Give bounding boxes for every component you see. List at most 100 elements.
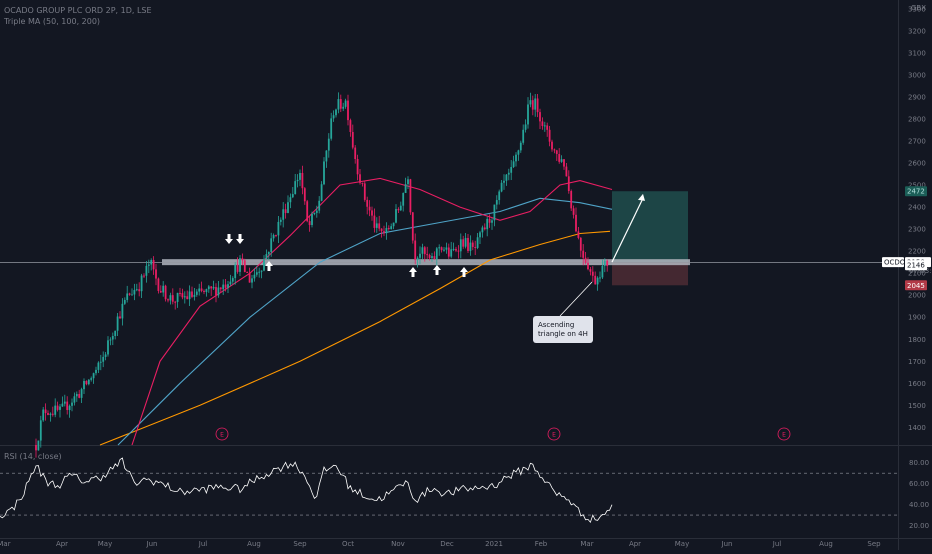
candle-body [536, 98, 539, 113]
up-arrow-icon [265, 261, 273, 271]
projection-line [611, 198, 644, 263]
ma100-line [117, 197, 613, 446]
candle-body [51, 413, 54, 415]
candle-body [375, 223, 378, 228]
candle-body [131, 294, 133, 296]
candle-body [373, 215, 376, 228]
rsi-tick-label: 20.00 [909, 522, 929, 530]
callout-pointer [559, 281, 593, 317]
candle-body [498, 191, 501, 201]
candle-body [488, 218, 491, 223]
time-tick-label: Oct [342, 540, 354, 548]
candle-body [323, 161, 325, 185]
candle-body [169, 295, 172, 301]
candle-body [260, 270, 263, 272]
target-price-label-bg [905, 186, 927, 197]
candle-body [284, 209, 287, 213]
candle-body [123, 299, 126, 304]
candle-body [311, 214, 313, 225]
candle-body [155, 269, 157, 279]
candle-body [407, 179, 409, 185]
price-tick-label: 2200 [908, 248, 926, 256]
candle-body [140, 275, 143, 292]
candle-body [385, 228, 388, 234]
candle-body [534, 98, 537, 110]
time-tick-label: 2021 [485, 540, 503, 548]
candle-body [107, 340, 109, 355]
indicator-label[interactable]: Triple MA (50, 100, 200) [4, 17, 101, 26]
earnings-marker-label: E [782, 432, 786, 439]
symbol-title[interactable]: OCADO GROUP PLC ORD 2P, 1D, LSE [4, 6, 152, 15]
candle-body [145, 265, 148, 276]
candle-body [522, 129, 525, 143]
symbol-tag: OCDO [884, 259, 906, 267]
candle-body [428, 254, 431, 258]
candle-body [111, 336, 114, 340]
symbol-tag-bg [882, 257, 904, 268]
candle-body [450, 249, 453, 257]
candle-body [47, 413, 49, 415]
price-tick-label: 3100 [908, 49, 926, 57]
price-tick-label: 2800 [908, 115, 926, 123]
candle-body [68, 405, 71, 411]
ma200-line [99, 230, 611, 446]
earnings-marker-label: E [552, 432, 556, 439]
candle-body [327, 138, 330, 151]
candle-body [368, 206, 371, 211]
candle-body [510, 167, 513, 173]
candle-body [462, 239, 465, 247]
candle-body [49, 413, 52, 415]
candle-body [445, 247, 448, 250]
candle-body [423, 247, 426, 255]
price-tick-label: 3000 [908, 71, 926, 79]
candle-body [188, 291, 191, 300]
candle-body [347, 100, 349, 121]
projection-arrow-icon [638, 193, 645, 201]
candle-body [390, 226, 393, 230]
candle-body [265, 254, 268, 260]
candle-body [207, 286, 210, 290]
candle-body [289, 197, 292, 203]
up-arrow-icon [433, 265, 441, 275]
candle-body [291, 194, 294, 198]
candle-body [87, 379, 90, 385]
up-arrow-icon [460, 267, 468, 277]
candle-body [150, 260, 153, 265]
down-arrow-icon [236, 234, 244, 244]
candle-body [66, 401, 69, 411]
candle-body [493, 204, 496, 221]
candle-body [85, 380, 88, 385]
support-zone [162, 259, 690, 266]
countdown-label: 07:03:0 [909, 267, 932, 275]
candle-body [195, 291, 198, 295]
candle-body [512, 161, 515, 168]
candle-body [99, 361, 102, 363]
time-tick-label: May [98, 540, 112, 548]
candle-body [476, 237, 479, 248]
candle-body [587, 262, 589, 270]
time-tick-label: Aug [819, 540, 833, 548]
candle-body [306, 201, 309, 222]
price-tick-label: 2100 [908, 270, 926, 278]
rsi-label[interactable]: RSI (14, close) [4, 452, 62, 461]
candle-body [159, 290, 162, 293]
candle-body [527, 104, 529, 125]
candle-body [395, 209, 397, 223]
candle-body [486, 218, 489, 230]
candle-body [119, 316, 121, 319]
candle-body [402, 192, 405, 206]
candle-body [313, 212, 316, 215]
candle-body [282, 209, 285, 220]
candle-body [167, 299, 169, 301]
price-tick-label: 1600 [908, 380, 926, 388]
earnings-marker-icon [547, 427, 561, 441]
candle-body [231, 278, 234, 282]
candle-body [164, 285, 167, 300]
time-tick-label: May [675, 540, 689, 548]
alt-price-label-bg [905, 260, 927, 271]
alt-price-label: 2146 [907, 262, 925, 270]
candle-body [39, 420, 42, 441]
candle-body [152, 260, 155, 270]
target-price-label: 2472 [907, 188, 925, 196]
time-tick-label: Feb [535, 540, 548, 548]
